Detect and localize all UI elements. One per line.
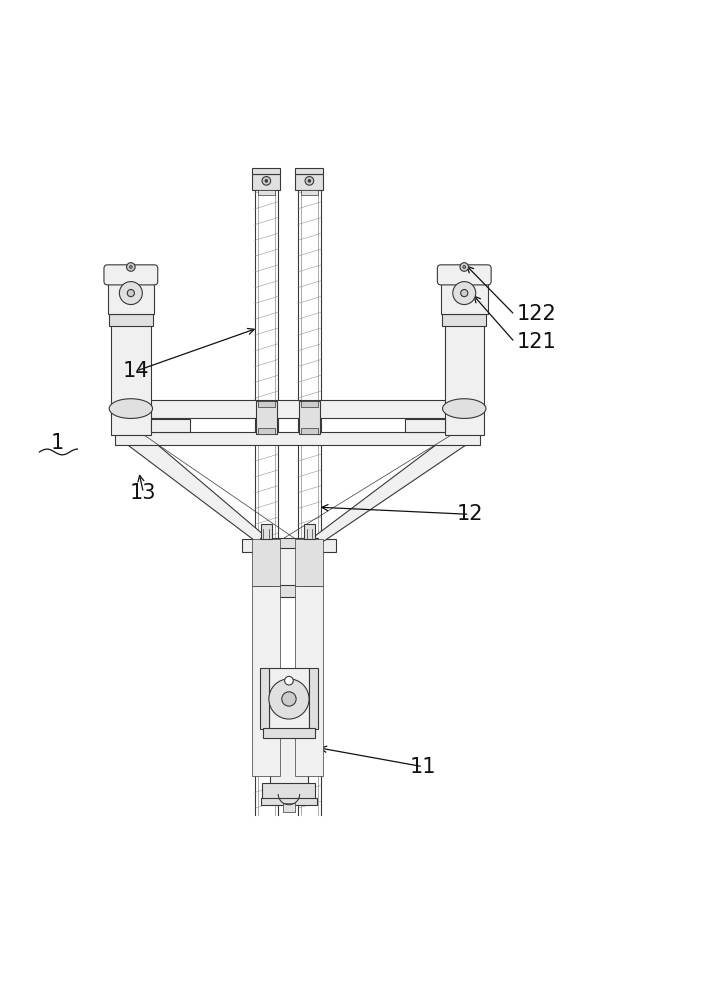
Bar — [108, 274, 154, 314]
Bar — [151, 419, 190, 432]
Text: 11: 11 — [410, 757, 436, 777]
Text: 13: 13 — [130, 483, 156, 503]
Bar — [255, 401, 277, 434]
Bar — [115, 432, 480, 445]
Circle shape — [126, 263, 135, 271]
Bar — [109, 314, 153, 326]
Circle shape — [463, 266, 466, 268]
Bar — [295, 586, 323, 776]
Bar — [445, 321, 484, 435]
Bar — [252, 168, 280, 174]
Bar — [301, 428, 318, 434]
Polygon shape — [115, 400, 480, 418]
Circle shape — [269, 679, 309, 719]
Ellipse shape — [109, 399, 153, 418]
Text: 122: 122 — [516, 304, 556, 324]
FancyBboxPatch shape — [437, 265, 491, 285]
Circle shape — [265, 179, 268, 182]
FancyBboxPatch shape — [104, 265, 158, 285]
Bar — [263, 586, 270, 755]
Bar — [252, 586, 280, 776]
Circle shape — [308, 179, 311, 182]
Ellipse shape — [442, 399, 486, 418]
Bar — [269, 668, 309, 729]
Circle shape — [119, 282, 142, 305]
Text: 121: 121 — [516, 332, 556, 352]
Text: 12: 12 — [457, 504, 483, 524]
Circle shape — [285, 676, 293, 685]
Bar — [256, 585, 322, 597]
Bar — [263, 728, 315, 738]
Polygon shape — [115, 435, 282, 550]
Bar — [258, 190, 275, 195]
Circle shape — [262, 177, 271, 185]
Bar — [295, 174, 323, 190]
Circle shape — [305, 177, 314, 185]
Circle shape — [453, 282, 476, 305]
Bar — [258, 401, 275, 407]
Bar — [295, 539, 323, 586]
Bar — [260, 538, 318, 548]
Bar — [309, 668, 318, 729]
Circle shape — [129, 266, 132, 268]
Bar — [258, 428, 275, 434]
Bar — [298, 401, 320, 434]
Bar — [405, 419, 445, 432]
Bar — [111, 321, 151, 435]
Bar — [301, 401, 318, 407]
Circle shape — [460, 289, 467, 297]
Bar — [252, 174, 280, 190]
Text: 1: 1 — [51, 433, 64, 453]
Bar — [252, 539, 280, 586]
Bar — [267, 539, 310, 586]
Bar — [308, 586, 315, 755]
Bar — [301, 190, 318, 195]
Bar — [304, 524, 315, 539]
Bar — [261, 524, 272, 539]
Circle shape — [128, 289, 135, 297]
Bar — [283, 803, 295, 812]
Bar — [242, 539, 336, 552]
Bar — [441, 274, 488, 314]
Text: 14: 14 — [123, 361, 149, 381]
Polygon shape — [296, 435, 480, 550]
Bar — [260, 668, 269, 729]
Bar — [261, 798, 317, 805]
Bar — [262, 783, 315, 801]
Circle shape — [282, 692, 296, 706]
Circle shape — [460, 263, 469, 271]
Bar — [295, 168, 323, 174]
Bar — [442, 314, 486, 326]
Bar — [270, 733, 308, 787]
